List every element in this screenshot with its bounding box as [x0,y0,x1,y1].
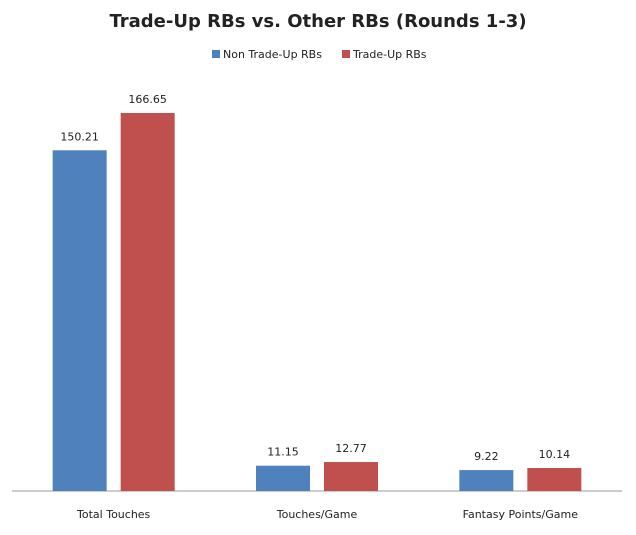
bar [324,462,378,491]
chart-title: Trade-Up RBs vs. Other RBs (Rounds 1-3) [109,11,526,32]
legend-label: Trade-Up RBs [352,48,427,61]
bar [527,468,582,491]
x-tick-label: Total Touches [76,508,151,521]
bar [52,150,107,491]
data-label: 150.21 [60,130,99,143]
bar [120,113,175,491]
legend-label: Non Trade-Up RBs [223,48,322,61]
legend-swatch [342,50,350,58]
data-label: 166.65 [128,93,167,106]
data-label: 9.22 [474,450,499,463]
x-tick-label: Touches/Game [276,508,358,521]
data-label: 12.77 [335,442,367,455]
legend-swatch [212,50,220,58]
data-label: 11.15 [267,446,299,459]
x-tick-label: Fantasy Points/Game [463,508,579,521]
bar [459,470,514,491]
bar [256,465,310,491]
data-label: 10.14 [539,448,571,461]
